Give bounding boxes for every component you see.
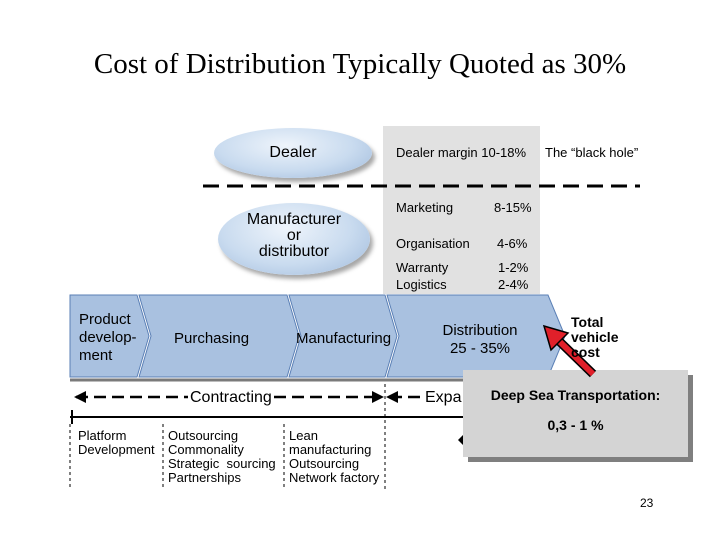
black-hole-text: The “black hole” xyxy=(545,145,639,160)
distribution-label: Distribution 25 - 35% xyxy=(420,322,540,358)
notes-column-sourcing: Outsourcing Commonality Strategic sourci… xyxy=(168,429,276,485)
distribution-line2: 25 - 35% xyxy=(449,340,511,357)
page-number: 23 xyxy=(640,496,654,510)
cost-value-marketing: 8-15% xyxy=(494,200,532,215)
cost-value-organisation: 4-6% xyxy=(497,236,528,251)
product-line3: ment xyxy=(79,347,113,364)
note-network-factory: Network factory xyxy=(289,470,380,485)
cost-label-logistics: Logistics xyxy=(396,277,447,292)
product-line2: develop- xyxy=(79,329,137,346)
purchasing-label: Purchasing xyxy=(174,330,250,347)
distribution-line1: Distribution xyxy=(442,322,518,339)
cost-column xyxy=(383,126,540,294)
expansion-arrow-left-head xyxy=(386,391,398,403)
note-strategic-sourcing: Strategic sourcing xyxy=(168,456,276,471)
manufacturer-line2: or xyxy=(286,227,302,244)
red-arrow xyxy=(542,324,597,378)
value-chain-band xyxy=(69,294,566,382)
manufacturer-ellipse xyxy=(218,203,370,275)
total-line1: Total xyxy=(571,314,604,330)
note-commonality: Commonality xyxy=(168,442,244,457)
cost-value-logistics: 2-4% xyxy=(498,277,529,292)
note-development: Development xyxy=(78,442,155,457)
note-outsourcing: Outsourcing xyxy=(168,428,239,443)
note-platform: Platform xyxy=(78,428,127,443)
page-title: Cost of Distribution Typically Quoted as… xyxy=(93,48,627,80)
dealer-margin-text: Dealer margin 10-18% xyxy=(396,145,527,160)
dealer-ellipse xyxy=(214,128,372,178)
product-development-label: Product develop- ment xyxy=(79,311,139,365)
notes-column-manufacturing: Lean manufacturing Outsourcing Network f… xyxy=(289,429,379,485)
product-line1: Product xyxy=(79,311,131,328)
overlay-value: 0,3 - 1 % xyxy=(547,417,604,433)
contracting-arrow-left-head xyxy=(74,391,86,403)
red-arrow-shaft xyxy=(555,337,596,377)
manufacturing-label: Manufacturing xyxy=(296,330,392,347)
note-partnerships: Partnerships xyxy=(168,470,241,485)
dealer-label: Dealer xyxy=(269,144,317,161)
overlay-title: Deep Sea Transportation: xyxy=(490,387,661,403)
chevron-manufacturing xyxy=(288,294,398,378)
chevron-purchasing xyxy=(138,294,300,378)
cost-label-organisation: Organisation xyxy=(396,236,470,251)
notes-column-platform: Platform Development xyxy=(78,429,155,457)
note-manufacturing: manufacturing xyxy=(289,442,372,457)
contracting-label: Contracting xyxy=(188,389,274,407)
total-line2: vehicle xyxy=(571,329,619,345)
red-arrow-head xyxy=(542,324,570,352)
chevron-product-development xyxy=(69,294,150,378)
cost-value-warranty: 1-2% xyxy=(498,260,529,275)
note-lean: Lean xyxy=(289,428,318,443)
overlay-box xyxy=(463,370,688,457)
manufacturer-label: Manufacturer or distributor xyxy=(218,212,370,260)
note-outsourcing-2: Outsourcing xyxy=(289,456,360,471)
cost-label-marketing: Marketing xyxy=(396,200,454,215)
manufacturer-line1: Manufacturer xyxy=(246,211,342,228)
expansion-label: Expa xyxy=(425,389,462,406)
total-line3: cost xyxy=(571,344,600,360)
contracting-arrow-right-head xyxy=(372,391,384,403)
cost-label-warranty: Warranty xyxy=(396,260,449,275)
total-vehicle-cost-label: Total vehicle cost xyxy=(571,315,618,360)
manufacturer-line3: distributor xyxy=(258,243,330,260)
